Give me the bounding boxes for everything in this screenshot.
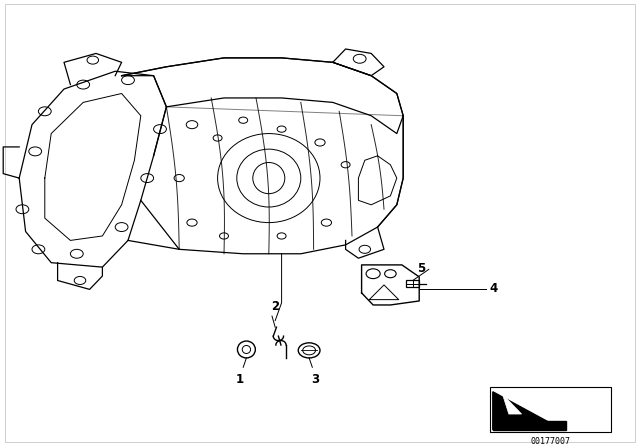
Polygon shape (493, 392, 563, 430)
Text: 00177007: 00177007 (531, 437, 570, 446)
Text: 4: 4 (490, 282, 498, 295)
Bar (406, 280, 419, 287)
Text: 3: 3 (312, 373, 319, 386)
Text: 1: 1 (236, 373, 244, 386)
Bar (490, 388, 611, 432)
Bar (493, 421, 566, 430)
Text: 2: 2 (271, 300, 279, 313)
Text: 5: 5 (417, 262, 426, 275)
Polygon shape (502, 394, 522, 414)
